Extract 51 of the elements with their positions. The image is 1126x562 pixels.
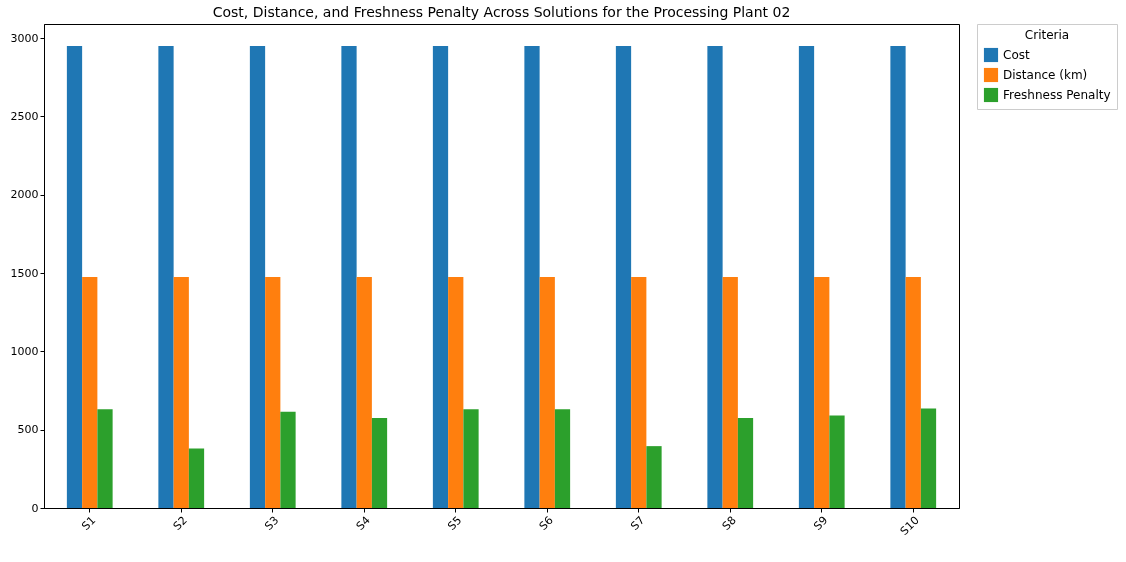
bar [371,417,388,508]
bar [798,45,815,508]
x-tick-label: S1 [79,513,99,533]
bar [249,45,266,508]
bar [82,276,98,508]
bar [265,276,281,508]
bar [341,45,357,508]
x-tick-label: S2 [170,513,190,533]
bar [539,276,555,508]
x-tick-label: S6 [536,513,556,533]
bar [554,409,571,508]
y-tick-label: 500 [17,423,39,437]
bar [829,415,845,508]
y-tick-label: 1000 [10,344,39,358]
y-tick-label: 1500 [10,266,39,280]
x-tick-label: S8 [719,513,739,533]
bar [737,417,754,508]
bar [722,276,738,508]
bar [280,411,296,508]
y-tick-label: 3000 [10,31,39,45]
x-tick-label: S9 [811,513,831,533]
bar [173,276,189,508]
bar [432,45,449,508]
bar [356,276,372,508]
bar [448,276,464,508]
legend-label: Freshness Penalty [1003,88,1111,102]
legend-label: Cost [1003,48,1030,62]
bar [707,45,723,508]
bar [646,446,662,508]
bar [631,276,647,508]
x-tick-label: S3 [262,513,282,533]
bar [524,45,540,508]
x-tick-label: S4 [353,513,373,533]
legend-title: Criteria [1024,28,1070,42]
bar [920,408,937,508]
bar [905,276,921,508]
x-tick-label: S7 [628,513,648,533]
chart-title: Cost, Distance, and Freshness Penalty Across Solutions for the Processing Plant 02 [212,3,791,20]
bar [158,45,174,508]
bar [890,45,906,508]
bar [66,45,83,508]
bar [188,448,205,508]
legend-label: Distance (km) [1003,68,1088,82]
y-tick-label: 0 [31,501,39,515]
y-tick-label: 2500 [10,109,39,123]
y-tick-label: 2000 [10,188,39,202]
x-tick-label: S5 [445,513,465,533]
bar [615,45,632,508]
bar [814,276,830,508]
bar [97,409,113,508]
bar [463,409,479,508]
